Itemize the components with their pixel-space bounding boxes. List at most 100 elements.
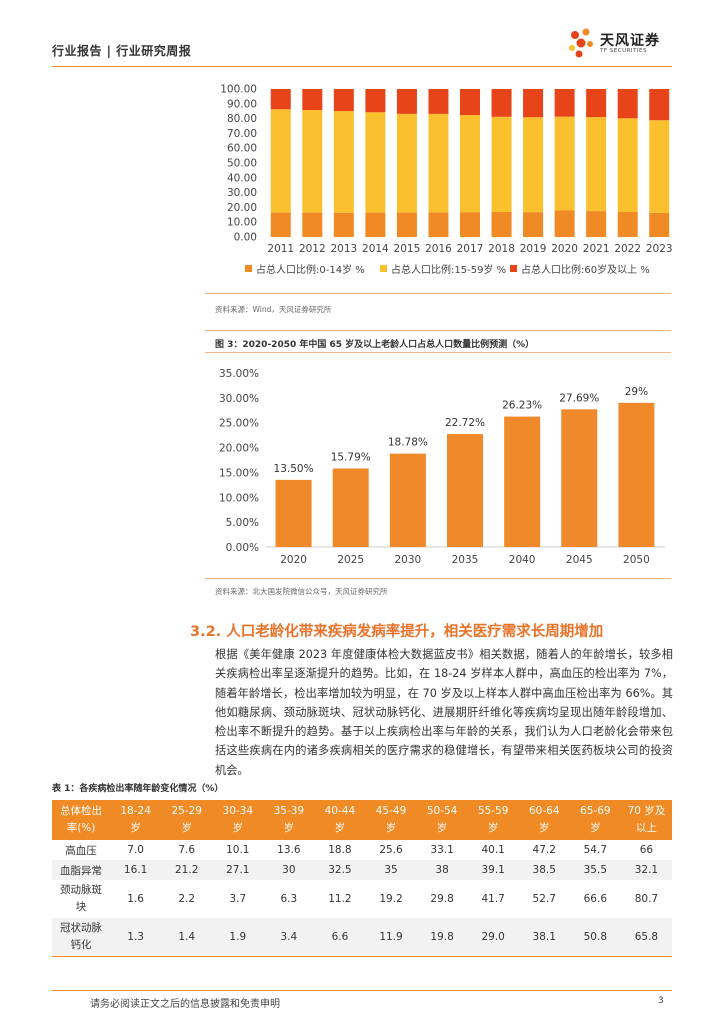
- source-rule: [205, 293, 671, 294]
- header-cell-age: 65-69 岁: [569, 800, 621, 840]
- table-cell: 38: [416, 860, 468, 880]
- stacked-bar-segment: [586, 89, 607, 118]
- y-tick-label: 10.00%: [219, 492, 259, 504]
- x-tick-label: 2045: [566, 554, 593, 566]
- table-cell: 1.6: [127, 892, 144, 905]
- stacked-bar-segment: [586, 117, 607, 212]
- stacked-bar-segment: [649, 120, 670, 213]
- stacked-bar-segment: [617, 118, 638, 212]
- section-paragraph: 根据《美年健康 2023 年度健康体检大数据蓝皮书》相关数据，随着人的年龄增长，…: [215, 648, 673, 777]
- y-tick-label: 0.00: [234, 232, 257, 244]
- header-cell-label: 总体检出 率(%): [52, 800, 111, 840]
- table-cell: 7.0: [127, 844, 144, 856]
- stacked-bar-segment: [333, 89, 354, 112]
- forecast-bar: [504, 416, 541, 547]
- stacked-bar-segment: [649, 212, 670, 237]
- report-category: 行业报告 | 行业研究周报: [52, 44, 192, 58]
- stacked-bar-segment: [617, 211, 638, 237]
- table-cell: 50.8: [569, 918, 621, 956]
- table-cell: 19.2: [379, 892, 403, 905]
- logo-name: 天风证券: [600, 33, 660, 49]
- x-tick-label: 2025: [337, 554, 364, 566]
- table-cell: 13.6: [277, 844, 301, 856]
- stacked-bar-segment: [554, 116, 575, 211]
- chart1-source: 资料来源：Wind，天风证券研究所: [215, 305, 332, 314]
- fig3-title-rule: [205, 352, 671, 353]
- table-row: 颈动脉斑块 1.6 2.2 3.7 6.3 11.2 19.2 29.8 41.7 52.7 66.…: [52, 880, 672, 918]
- disease-rate-table: 总体检出 率(%) 18-24 岁 25-29 岁 30-34 岁 35-39 岁 40-44 岁 45…: [52, 800, 672, 956]
- header-cell-age: 70 岁及 以上: [620, 800, 672, 840]
- table-cell: 54.7: [583, 844, 608, 856]
- y-tick-label: 70.00: [227, 128, 257, 140]
- stacked-bar-segment: [428, 89, 449, 114]
- aging-forecast-bar-chart: 35.00% 30.00% 25.00% 20.00% 15.00% 10.00% 5.00…: [219, 368, 665, 566]
- table-cell: 66: [639, 844, 654, 856]
- stacked-bar-segment: [396, 89, 417, 114]
- data-label: 22.72%: [445, 417, 485, 429]
- data-label: 27.69%: [559, 392, 599, 404]
- y-tick-label: 30.00: [227, 187, 257, 199]
- data-label: 18.78%: [388, 437, 428, 449]
- x-tick-label: 2020: [280, 554, 307, 566]
- header-cell-age: 55-59 岁: [467, 800, 519, 840]
- stacked-bar-segment: [365, 112, 386, 213]
- x-tick-label: 2022: [614, 243, 641, 255]
- x-tick-label: 2018: [488, 243, 515, 255]
- table-row: 高血压 7.0 7.6 10.1 13.6 18.8 25.6 33.1 40.1 47.2 54.…: [52, 840, 672, 860]
- stacked-bar-segment: [365, 89, 386, 113]
- x-tick-label: 2011: [267, 243, 294, 255]
- table-cell: 18.8: [328, 844, 352, 856]
- table-cell: 3.7: [229, 892, 247, 905]
- table-cell: 11.2: [328, 892, 352, 905]
- table-cell: 3.4: [263, 918, 315, 956]
- section-title: 3.2. 人口老龄化带来疾病发病率提升，相关医疗需求长周期增加: [190, 624, 604, 640]
- y-tick-label: 80.00: [227, 113, 257, 125]
- stacked-bar-segment: [491, 211, 512, 237]
- y-tick-label: 30.00%: [219, 393, 259, 405]
- table-title: 表 1：各疾病检出率随年龄变化情况（%）: [52, 784, 224, 794]
- x-tick-label: 2035: [452, 554, 479, 566]
- stacked-bar-segment: [554, 210, 575, 237]
- stacked-bar-segment: [491, 116, 512, 212]
- stacked-bar-segment: [333, 212, 354, 237]
- table-cell: 11.9: [365, 918, 417, 956]
- x-tick-label: 2012: [299, 243, 326, 255]
- forecast-bar: [275, 479, 312, 547]
- table-cell: 35.5: [569, 860, 621, 880]
- y-tick-label: 35.00%: [219, 368, 259, 380]
- stacked-bar-segment: [491, 89, 512, 117]
- y-tick-label: 0.00%: [226, 542, 259, 554]
- header-cell-age: 18-24 岁: [110, 800, 162, 840]
- y-tick-label: 100.00: [220, 84, 257, 96]
- stacked-bar-segment: [270, 89, 291, 110]
- header-cell-age: 60-64 岁: [518, 800, 570, 840]
- table-cell: 35: [365, 860, 417, 880]
- y-tick-label: 20.00: [227, 202, 257, 214]
- data-label: 26.23%: [502, 400, 542, 412]
- fig3-top-rule: [205, 330, 671, 331]
- legend-label: 占总人口比例:60岁及以上 %: [521, 263, 650, 276]
- x-tick-label: 2040: [509, 554, 536, 566]
- forecast-bar: [332, 468, 369, 547]
- y-tick-label: 10.00: [227, 217, 257, 229]
- stacked-bar-segment: [586, 211, 607, 237]
- stacked-bar-segment: [523, 117, 544, 213]
- table-cell: 21.2: [161, 860, 213, 880]
- forecast-bar: [618, 402, 655, 547]
- header-cell-age: 45-49 岁: [365, 800, 417, 840]
- y-tick-label: 90.00: [227, 98, 257, 110]
- population-share-stacked-chart: 100.00 90.00 80.00 70.00 60.00 50.00 40.00 30.0…: [220, 84, 672, 277]
- header-cell-age: 50-54 岁: [416, 800, 468, 840]
- table-cell: 40.1: [481, 844, 505, 856]
- stacked-bar-segment: [523, 212, 544, 237]
- stacked-bar-segment: [302, 212, 323, 237]
- x-tick-label: 2019: [520, 243, 547, 255]
- stacked-bar-segment: [523, 89, 544, 118]
- x-tick-label: 2013: [330, 243, 357, 255]
- table-cell: 29.0: [467, 918, 519, 956]
- stacked-bar-segment: [396, 113, 417, 213]
- legend-swatch: [245, 265, 252, 272]
- chart2-source: 资料来源：北大国发院微信公众号，天风证券研究所: [215, 587, 388, 596]
- stacked-bar-segment: [302, 89, 323, 111]
- table-cell: 32.1: [620, 860, 672, 880]
